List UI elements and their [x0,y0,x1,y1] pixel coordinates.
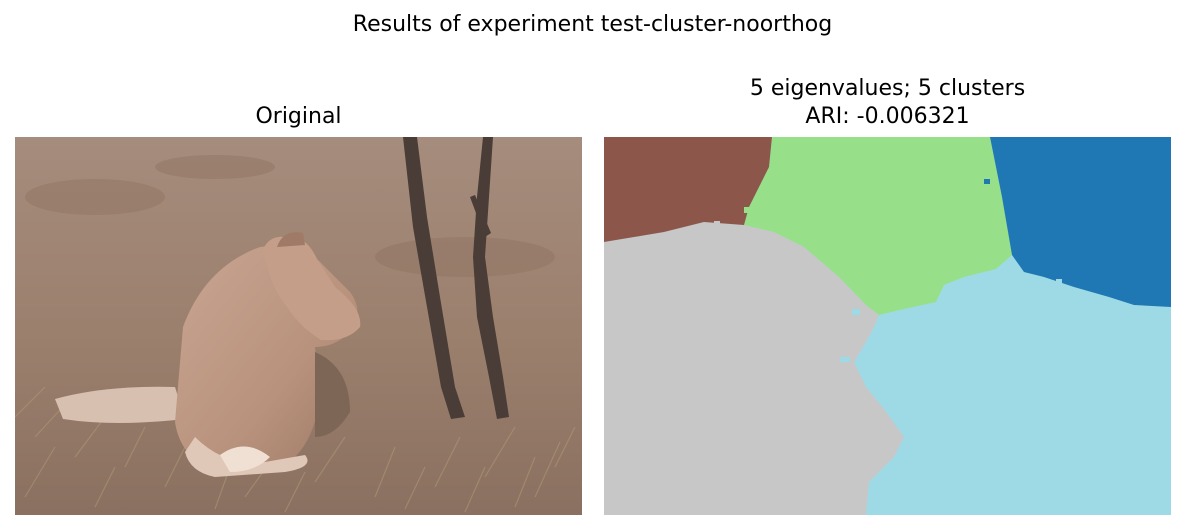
cluster-region-1 [744,137,1012,315]
original-panel-title: Original [255,104,342,129]
cluster-region-3 [604,222,904,515]
original-image [15,137,582,515]
cluster-map [604,137,1171,515]
lion [55,232,361,477]
cluster-region-2 [990,137,1171,307]
tree-trunks [403,137,509,419]
boundary-noise [714,179,1062,362]
cluster-region-0 [604,137,772,242]
figure-title: Results of experiment test-cluster-noort… [352,12,833,37]
cluster-panel-title-line1: 5 eigenvalues; 5 clusters [749,76,1026,101]
grass-texture [15,386,576,513]
cluster-panel-title-line2: ARI: -0.006321 [805,104,970,129]
